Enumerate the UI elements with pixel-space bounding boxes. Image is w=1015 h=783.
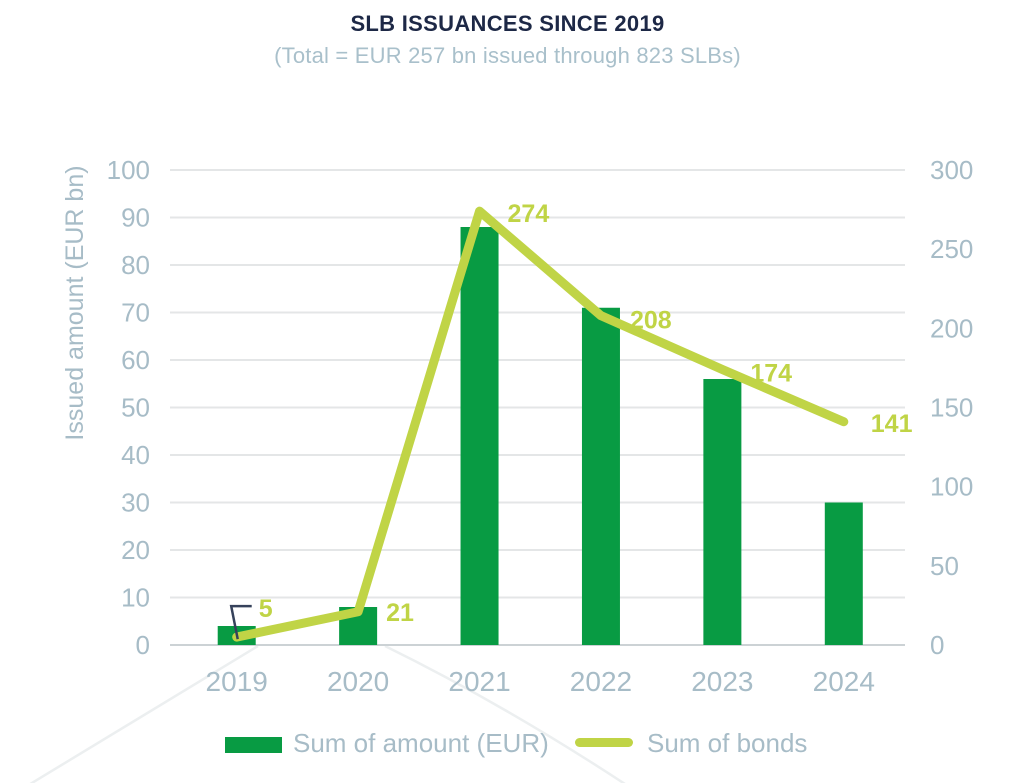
x-axis-label-2024: 2024	[813, 666, 875, 697]
right-axis-tick: 0	[930, 630, 944, 660]
bar-2024	[824, 502, 863, 645]
x-axis-label-2023: 2023	[691, 666, 753, 697]
left-axis-tick: 70	[121, 298, 150, 328]
right-axis-tick: 200	[930, 313, 973, 343]
chart-header: SLB ISSUANCES SINCE 2019 (Total = EUR 25…	[0, 0, 1015, 69]
bonds-value-label-2023: 174	[750, 360, 792, 388]
bonds-line	[232, 206, 849, 642]
left-axis-tick: 10	[121, 583, 150, 613]
bar-2022	[581, 307, 620, 645]
bonds-value-label-2022: 208	[630, 307, 672, 335]
left-axis-tick: 90	[121, 203, 150, 233]
left-axis-tick: 30	[121, 488, 150, 518]
bonds-value-label-2019: 5	[259, 595, 273, 623]
left-axis-tick: 100	[107, 155, 150, 185]
left-axis-tick: 20	[121, 535, 150, 565]
right-axis-tick: 300	[930, 155, 973, 185]
bonds-value-label-2021: 274	[508, 200, 550, 228]
watermark-line-right	[384, 644, 626, 783]
left-axis-title: Issued amount (EUR bn)	[61, 165, 89, 440]
right-axis-tick: 150	[930, 393, 973, 423]
right-axis-tick: 50	[930, 551, 959, 581]
bonds-value-label-2024: 141	[871, 410, 913, 438]
x-axis-label-2021: 2021	[448, 666, 510, 697]
bar-2021	[460, 227, 499, 645]
x-axis-label-2019: 2019	[206, 666, 268, 697]
x-axis-label-2020: 2020	[327, 666, 389, 697]
x-axis-label-2022: 2022	[570, 666, 632, 697]
left-axis-tick: 50	[121, 393, 150, 423]
right-axis-tick: 250	[930, 234, 973, 264]
left-axis-tick: 80	[121, 250, 150, 280]
chart-subtitle: (Total = EUR 257 bn issued through 823 S…	[274, 43, 741, 68]
bar-2023	[703, 379, 742, 645]
first-point-leader-line	[229, 604, 252, 640]
chart-title: SLB ISSUANCES SINCE 2019	[350, 11, 665, 36]
right-axis-tick: 100	[930, 472, 973, 502]
watermark-line-left	[29, 644, 259, 783]
left-axis-tick: 60	[121, 345, 150, 375]
bonds-value-label-2020: 21	[386, 599, 414, 627]
left-axis-tick: 40	[121, 440, 150, 470]
left-axis-tick: 0	[136, 630, 150, 660]
